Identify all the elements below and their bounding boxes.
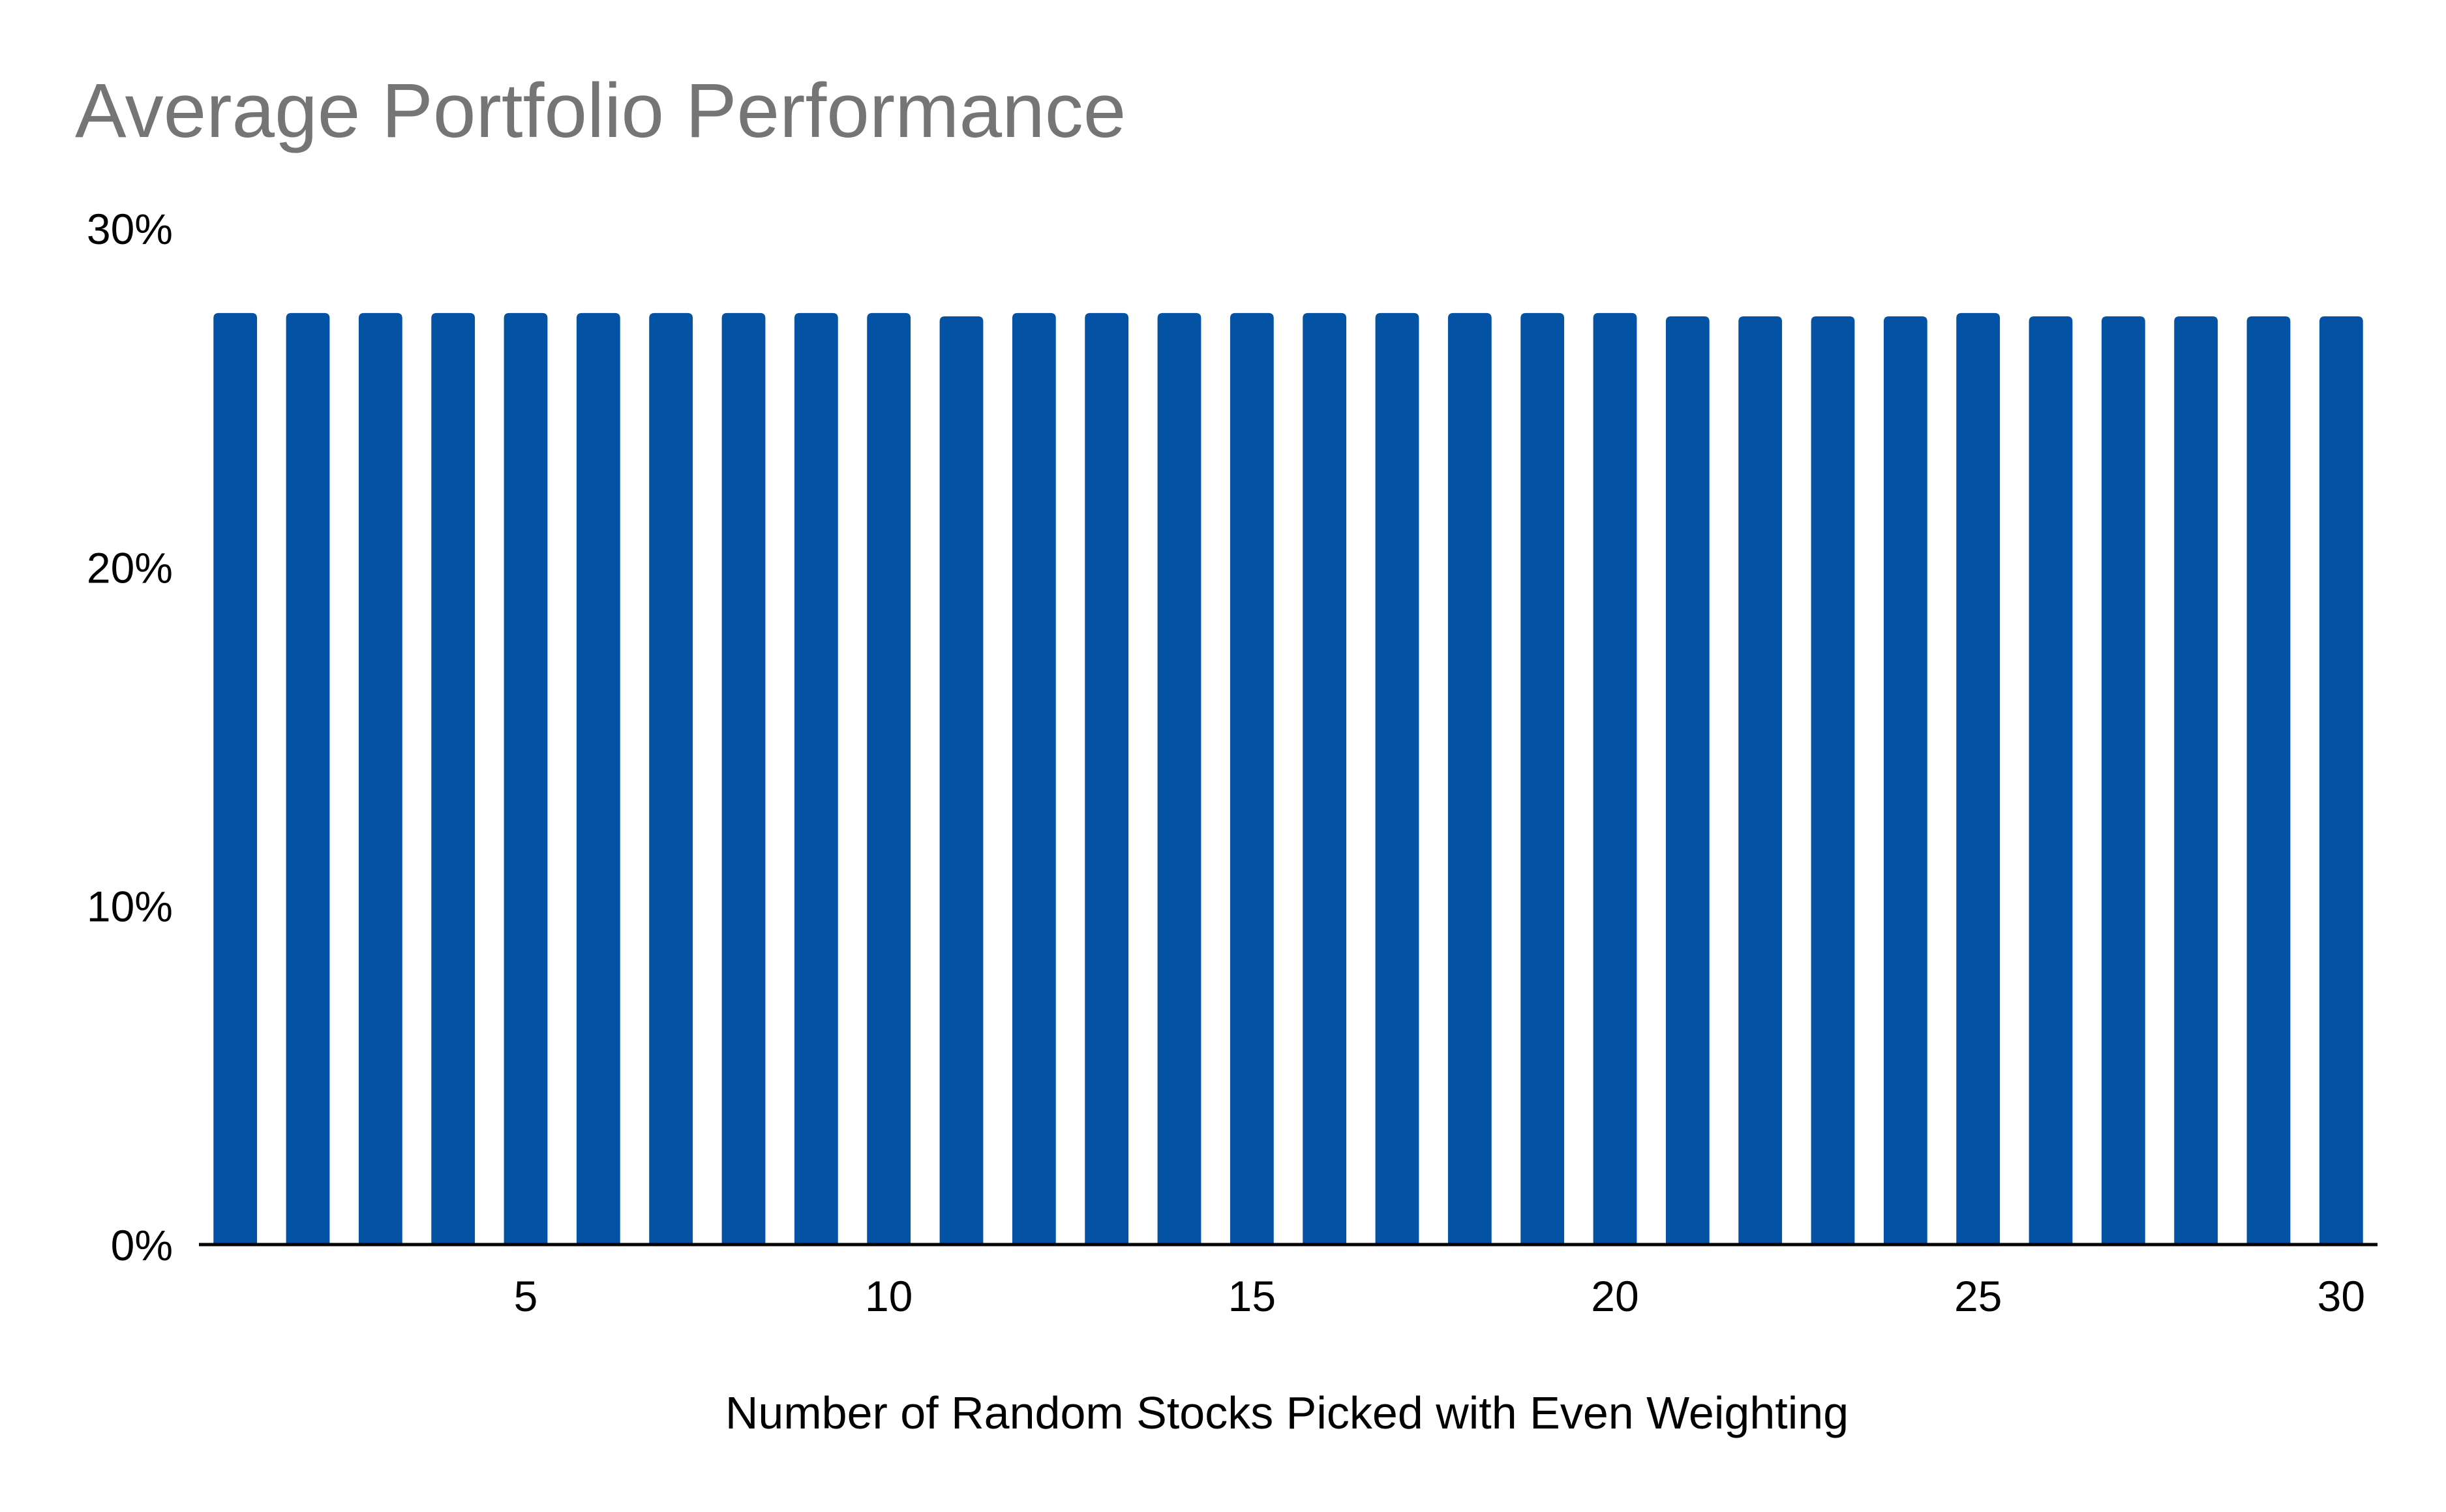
y-tick-label: 20%	[87, 543, 173, 592]
x-axis-label: Number of Random Stocks Picked with Even…	[725, 1387, 1849, 1438]
bar	[1012, 312, 1056, 1245]
y-tick-label: 0%	[111, 1221, 173, 1269]
bar	[939, 316, 984, 1245]
bar	[1303, 312, 1347, 1245]
bar	[213, 312, 258, 1245]
bar	[576, 312, 620, 1245]
bar	[2029, 316, 2073, 1245]
y-tick-label: 10%	[87, 883, 173, 931]
bar	[1593, 312, 1637, 1245]
chart-title: Average Portfolio Performance	[75, 68, 1126, 154]
bar	[1447, 312, 1492, 1245]
bar	[794, 312, 838, 1245]
y-axis-ticks: 0% 10% 20% 30%	[87, 205, 173, 1269]
x-tick-label: 15	[1228, 1272, 1276, 1320]
bar	[1085, 312, 1129, 1245]
bar	[431, 312, 476, 1245]
bar	[1738, 316, 1783, 1245]
bar	[1375, 312, 1419, 1245]
bar	[721, 312, 766, 1245]
bar	[1665, 316, 1710, 1245]
bar	[1883, 316, 1927, 1245]
bar	[2101, 316, 2145, 1245]
x-tick-label: 30	[2318, 1272, 2365, 1320]
bar	[1157, 312, 1201, 1245]
bar	[1230, 312, 1274, 1245]
bar	[286, 312, 330, 1245]
bar	[2246, 316, 2291, 1245]
bar	[1956, 312, 2001, 1245]
x-tick-label: 5	[514, 1272, 538, 1320]
x-axis-ticks: 5 10 15 20 25 30	[514, 1272, 2365, 1320]
bar	[358, 312, 402, 1245]
bar	[867, 312, 911, 1245]
bar	[504, 312, 548, 1245]
x-tick-label: 25	[1954, 1272, 2002, 1320]
x-tick-label: 20	[1591, 1272, 1638, 1320]
bar	[1520, 312, 1565, 1245]
bar	[2174, 316, 2218, 1245]
y-tick-label: 30%	[87, 205, 173, 253]
bar	[649, 312, 693, 1245]
x-tick-label: 10	[865, 1272, 913, 1320]
bars-group	[213, 312, 2363, 1245]
bar	[2319, 316, 2363, 1245]
bar	[1811, 316, 1855, 1245]
